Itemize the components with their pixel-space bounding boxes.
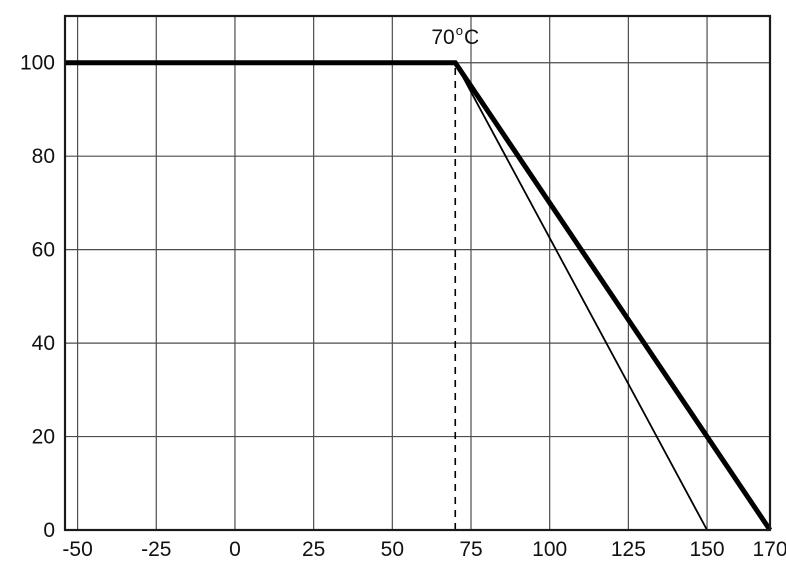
x-tick-label: 150	[690, 538, 725, 561]
y-tick-label: 0	[43, 519, 55, 542]
y-tick-label: 60	[32, 239, 55, 262]
y-tick-label: 40	[32, 332, 55, 355]
thermal-derating-upper-line	[65, 60, 773, 532]
y-tick-label: 80	[32, 145, 55, 168]
x-tick-label: 25	[302, 538, 325, 561]
knee-temperature-label: 70oC	[431, 23, 479, 49]
thermal-derating-lower-line	[65, 61, 708, 531]
x-tick-label: 50	[381, 538, 404, 561]
x-tick-label: 100	[532, 538, 567, 561]
x-tick-label: 125	[611, 538, 646, 561]
x-tick-label: -50	[62, 538, 92, 561]
x-tick-label: 170	[752, 538, 786, 561]
x-tick-label: 0	[229, 538, 241, 561]
plot-frame	[63, 14, 772, 532]
y-tick-label: 100	[20, 52, 55, 75]
x-tick-label: 75	[459, 538, 482, 561]
y-tick-label: 20	[32, 426, 55, 449]
x-tick-label: -25	[141, 538, 171, 561]
